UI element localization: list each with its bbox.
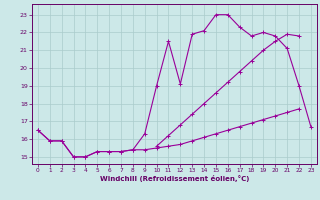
- X-axis label: Windchill (Refroidissement éolien,°C): Windchill (Refroidissement éolien,°C): [100, 175, 249, 182]
